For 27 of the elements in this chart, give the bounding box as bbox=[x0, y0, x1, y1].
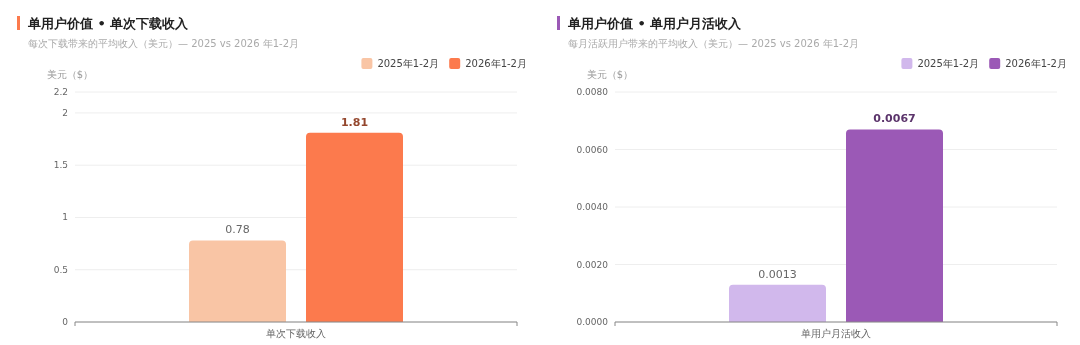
x-tick-label: 单用户月活收入 bbox=[801, 328, 871, 339]
y-tick-label: 0.0060 bbox=[576, 144, 609, 155]
chart-title: 单用户价值 • 单用户月活收入 bbox=[567, 16, 743, 31]
y-tick-label: 0.0080 bbox=[576, 87, 609, 97]
chart-subtitle: 每次下载带来的平均收入（美元）— 2025 vs 2026 年1-2月 bbox=[28, 38, 300, 49]
y-tick-label: 0.5 bbox=[53, 264, 68, 275]
x-tick-label: 单次下载收入 bbox=[266, 328, 326, 339]
data-label: 1.81 bbox=[340, 115, 369, 129]
y-tick-label: 2.2 bbox=[53, 87, 68, 97]
data-label: 0.0067 bbox=[873, 112, 916, 126]
y-tick-label: 0.0000 bbox=[576, 317, 609, 327]
legend-label: 2026年1-2月 bbox=[1005, 58, 1067, 69]
data-label: 0.78 bbox=[225, 223, 250, 237]
y-axis-title: 美元（$） bbox=[586, 69, 634, 80]
y-axis-title: 美元（$） bbox=[46, 69, 94, 80]
legend-label: 2025年1-2月 bbox=[917, 58, 980, 69]
y-tick-label: 0 bbox=[62, 317, 69, 327]
chart-title: 单用户价值 • 单次下载收入 bbox=[27, 16, 190, 31]
chart-subtitle: 每月活跃用户带来的平均收入（美元）— 2025 vs 2026 年1-2月 bbox=[568, 38, 860, 49]
y-tick-label: 1 bbox=[62, 212, 68, 223]
y-tick-label: 0.0040 bbox=[576, 202, 609, 212]
y-tick-label: 1.5 bbox=[53, 160, 68, 171]
legend-label: 2026年1-2月 bbox=[465, 58, 527, 69]
y-tick-label: 2 bbox=[62, 107, 68, 118]
y-tick-label: 0.0020 bbox=[576, 259, 609, 270]
data-label: 0.0013 bbox=[758, 267, 797, 281]
legend-label: 2025年1-2月 bbox=[377, 58, 440, 69]
